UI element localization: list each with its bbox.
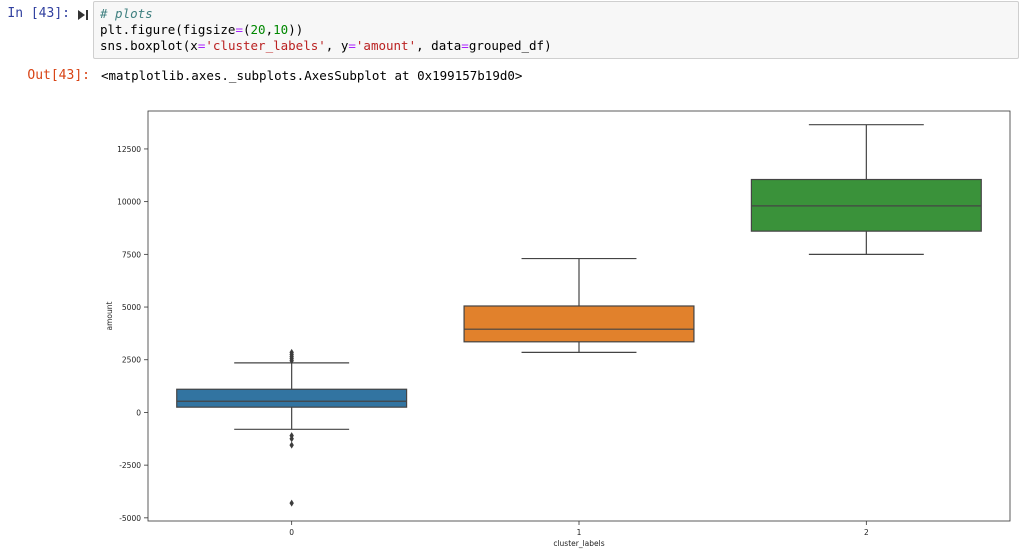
code-token: , y [325,38,349,53]
box-0 [176,388,408,408]
code-comment: # plots [100,6,153,21]
run-cell-icon[interactable] [76,8,90,22]
code-cell-editor[interactable]: # plots plt.figure(figsize=(20,10)) sns.… [93,1,1019,59]
y-tick-label: -5000 [119,514,141,523]
output-text: <matplotlib.axes._subplots.AxesSubplot a… [101,68,523,83]
code-token: = [197,38,206,53]
y-tick-label: 12500 [117,145,141,154]
outlier-point [289,499,294,507]
y-axis-label: amount [105,301,114,330]
x-tick-label: 0 [289,528,294,537]
box-1 [463,305,695,343]
code-token: )) [288,22,304,37]
outlier-point [289,441,294,449]
code-token: plt.figure(figsize [100,22,236,37]
outlier-point [289,348,294,356]
y-tick-label: 0 [136,408,141,417]
input-prompt: In [43]: [7,6,70,21]
code-token: , data [416,38,462,53]
x-tick-label: 2 [864,528,869,537]
code-token: grouped_df) [468,38,552,53]
code-token: ( [243,22,251,37]
code-token: 'amount' [355,38,417,53]
code-token: = [348,38,356,53]
code-token: , [265,22,274,37]
code-token: sns.boxplot(x [100,38,198,53]
y-tick-label: 10000 [117,198,141,207]
code-token: = [461,38,469,53]
y-tick-label: 7500 [122,250,141,259]
y-tick-label: -2500 [119,461,141,470]
outlier-point [289,435,294,443]
y-tick-label: 5000 [122,303,141,312]
y-tick-label: 2500 [122,356,141,365]
output-prompt: Out[43]: [27,68,90,83]
x-axis-label: cluster_labels [553,539,604,548]
code-token: = [235,22,243,37]
code-token: 20 [250,22,266,37]
x-tick-label: 1 [577,528,582,537]
code-token: 'cluster_labels' [205,38,326,53]
code-token: 10 [273,22,289,37]
